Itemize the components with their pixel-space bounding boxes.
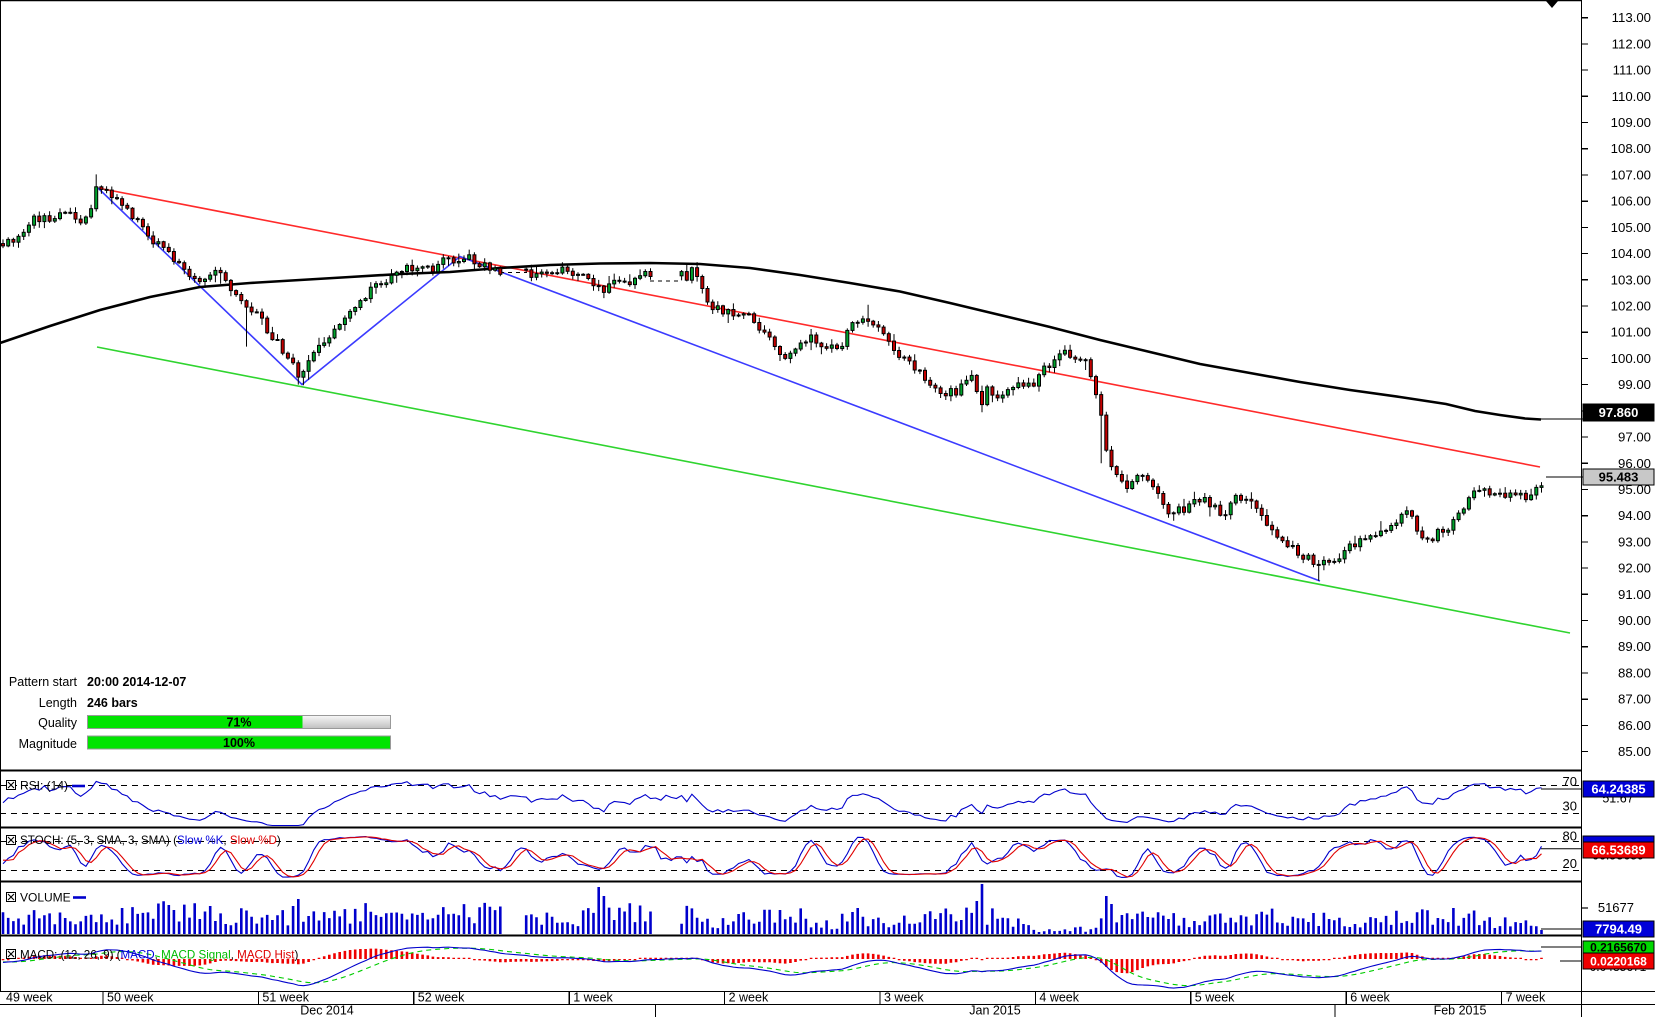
svg-text:5 week: 5 week [1195,991,1235,1005]
svg-text:7 week: 7 week [1506,991,1546,1005]
svg-text:51677: 51677 [1598,900,1634,915]
svg-text:93.00: 93.00 [1618,534,1651,549]
svg-text:0.0220168: 0.0220168 [1590,954,1647,968]
svg-text:30: 30 [1563,799,1577,814]
svg-text:4 week: 4 week [1039,991,1079,1005]
svg-text:89.00: 89.00 [1618,639,1651,654]
svg-text:104.00: 104.00 [1611,246,1651,261]
svg-text:99.00: 99.00 [1618,377,1651,392]
svg-text:VOLUME: VOLUME [20,891,71,905]
svg-text:20:00 2014-12-07: 20:00 2014-12-07 [87,675,186,689]
svg-text:Dec 2014: Dec 2014 [300,1004,354,1017]
svg-text:107.00: 107.00 [1611,168,1651,183]
svg-text:87.00: 87.00 [1618,692,1651,707]
svg-text:0.2165670: 0.2165670 [1590,940,1647,954]
svg-text:112.00: 112.00 [1612,36,1651,51]
svg-text:97.860: 97.860 [1599,405,1639,420]
svg-text:91.00: 91.00 [1618,587,1651,602]
svg-text:2 week: 2 week [729,991,769,1005]
svg-text:Quality: Quality [38,716,78,730]
svg-text:88.00: 88.00 [1618,666,1651,681]
svg-text:52 week: 52 week [418,991,465,1005]
svg-text:1 week: 1 week [573,991,613,1005]
svg-text:64.24385: 64.24385 [1591,781,1645,796]
svg-text:3 week: 3 week [884,991,924,1005]
svg-text:MACD: (12, 26, 9) (MACD, MACD: MACD: (12, 26, 9) (MACD, MACD Signal, MA… [20,949,298,962]
svg-text:113.00: 113.00 [1612,10,1651,25]
svg-text:50 week: 50 week [107,991,154,1005]
svg-text:6 week: 6 week [1350,991,1390,1005]
svg-text:Feb 2015: Feb 2015 [1434,1004,1487,1017]
svg-text:85.00: 85.00 [1618,744,1651,759]
svg-text:103.00: 103.00 [1611,272,1651,287]
svg-text:105.00: 105.00 [1611,220,1651,235]
svg-text:90.00: 90.00 [1618,613,1651,628]
svg-text:100%: 100% [223,736,255,750]
svg-text:Jan 2015: Jan 2015 [969,1004,1020,1017]
svg-text:101.00: 101.00 [1611,325,1651,340]
svg-text:100.00: 100.00 [1611,351,1651,366]
svg-text:Pattern start: Pattern start [9,675,78,689]
svg-text:49 week: 49 week [6,991,53,1005]
svg-text:94.00: 94.00 [1618,508,1651,523]
svg-text:110.00: 110.00 [1612,89,1651,104]
svg-text:20: 20 [1563,856,1577,871]
svg-text:246 bars: 246 bars [87,696,138,710]
svg-text:92.00: 92.00 [1618,561,1651,576]
svg-text:71%: 71% [226,716,251,730]
svg-text:106.00: 106.00 [1611,194,1651,209]
svg-text:111.00: 111.00 [1613,63,1651,78]
svg-text:97.00: 97.00 [1618,430,1651,445]
svg-text:Length: Length [39,696,77,710]
svg-text:95.483: 95.483 [1599,469,1639,484]
svg-text:102.00: 102.00 [1611,299,1651,314]
svg-text:108.00: 108.00 [1611,141,1651,156]
svg-text:7794.49: 7794.49 [1595,921,1642,936]
svg-text:109.00: 109.00 [1611,115,1651,130]
svg-text:96.00: 96.00 [1618,456,1651,471]
svg-text:80: 80 [1563,829,1577,844]
svg-text:51 week: 51 week [262,991,309,1005]
svg-text:RSI: (14): RSI: (14) [20,779,68,793]
svg-text:66.53689: 66.53689 [1591,842,1645,857]
svg-text:70: 70 [1563,774,1577,789]
svg-text:Magnitude: Magnitude [19,737,77,751]
svg-text:STOCH: (5, 3, SMA, 3, SMA) (Sl: STOCH: (5, 3, SMA, 3, SMA) (Slow %K, Slo… [20,834,281,847]
svg-text:86.00: 86.00 [1618,718,1651,733]
svg-text:95.00: 95.00 [1618,482,1651,497]
